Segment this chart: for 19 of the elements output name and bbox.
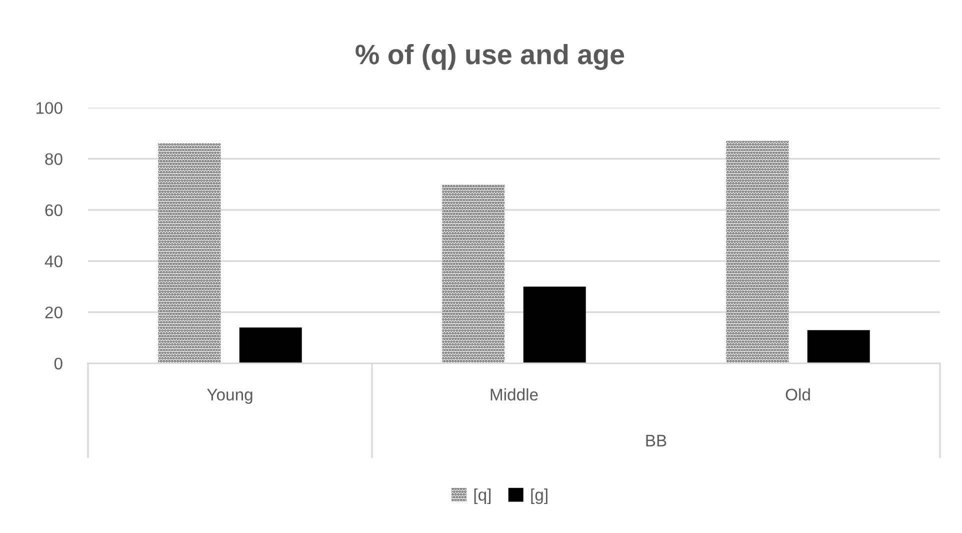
bar bbox=[807, 330, 870, 364]
x-tick-label: Old bbox=[786, 388, 810, 401]
bar bbox=[239, 328, 302, 364]
y-tick-label: 0 bbox=[54, 358, 62, 370]
x-tick-label: Middle bbox=[490, 388, 538, 401]
bar bbox=[523, 286, 586, 364]
text: BB bbox=[646, 434, 666, 446]
bar bbox=[158, 143, 221, 364]
x-tick-label: Young bbox=[207, 388, 252, 404]
chart-title: % of (q) use and age bbox=[356, 44, 624, 70]
y-tick-label: 20 bbox=[45, 306, 62, 318]
y-tick-label: 60 bbox=[45, 204, 62, 216]
y-tick-label: 100 bbox=[36, 102, 62, 114]
legend-label: [ɡ] bbox=[531, 488, 548, 504]
y-tick-label: 80 bbox=[45, 153, 62, 166]
y-tick-label: 40 bbox=[44, 255, 62, 268]
bar bbox=[726, 140, 789, 364]
bar bbox=[442, 184, 505, 364]
legend-label: [q] bbox=[474, 488, 491, 504]
